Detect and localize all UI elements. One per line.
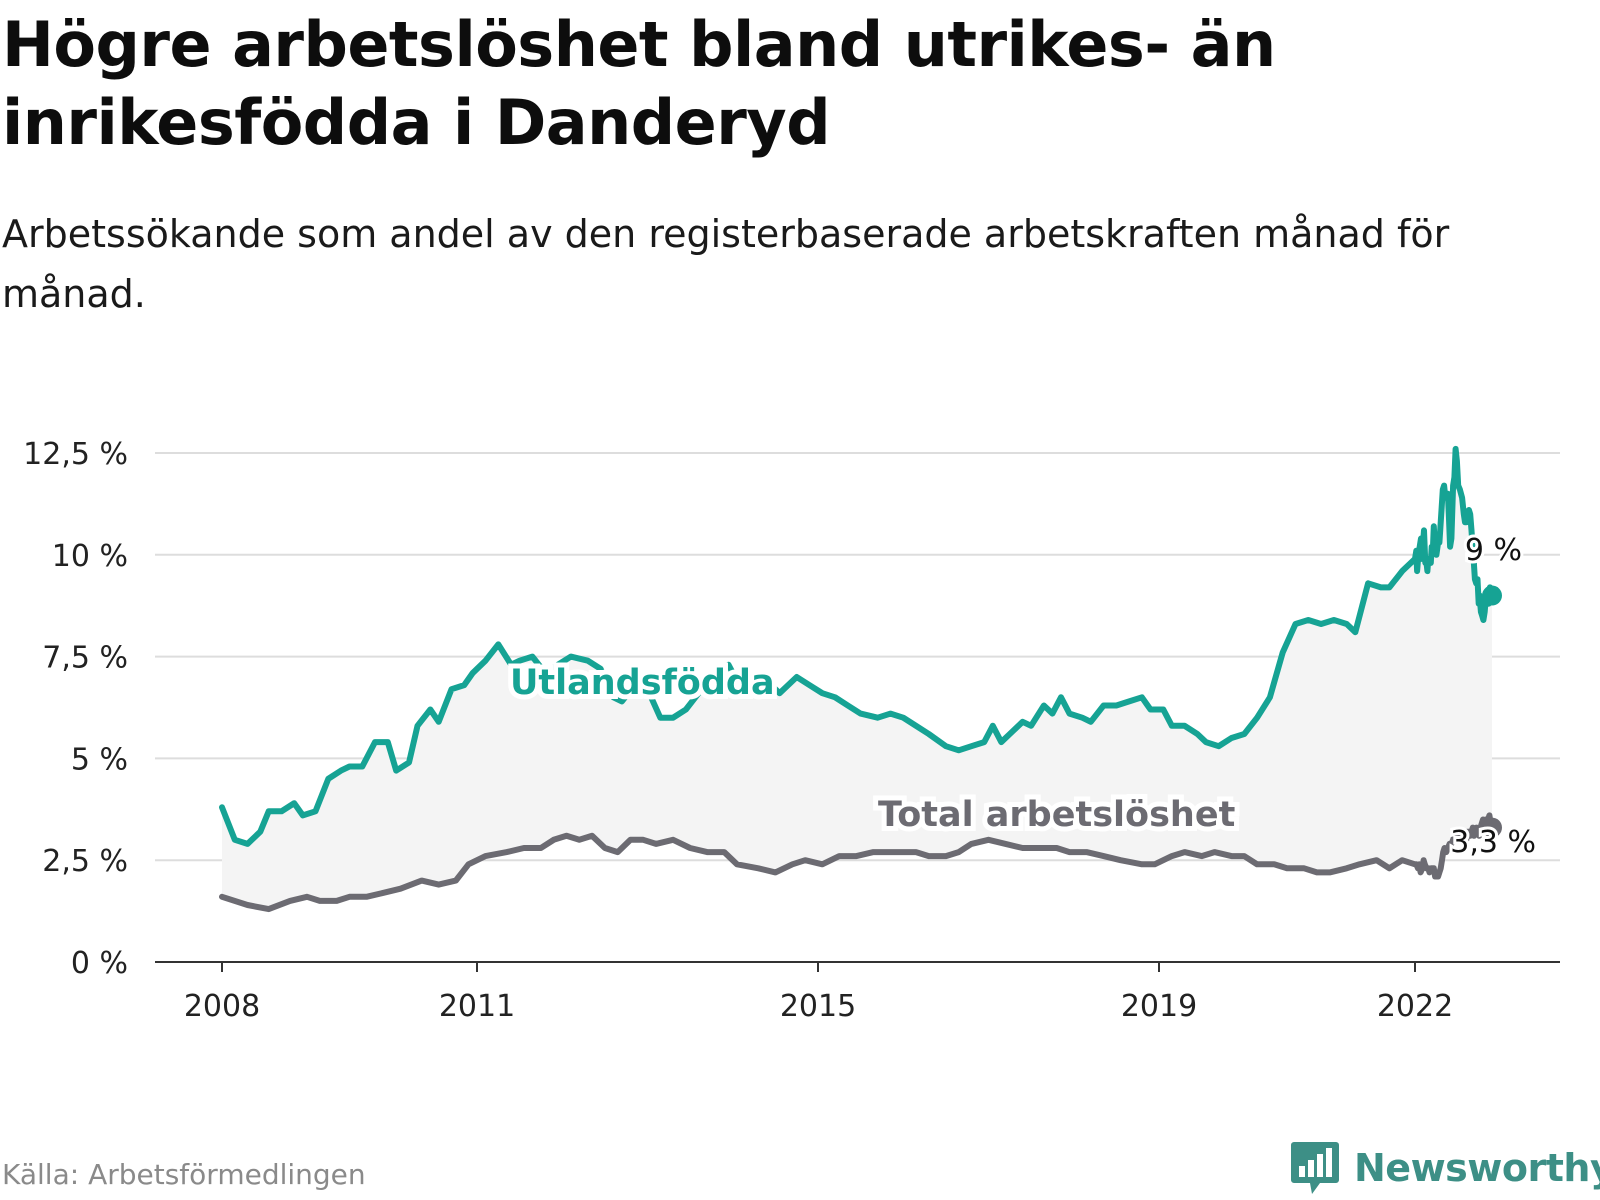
x-tick-label: 2011 [439,989,515,1024]
source-note: Källa: Arbetsförmedlingen [2,1158,366,1191]
utlandsfodda-line [219,445,1495,847]
y-axis-tick-labels: 0 % 2,5 % 5 % 7,5 % 10 % 12,5 % [23,437,128,981]
brand-name: Newsworthy [1354,1146,1600,1190]
y-tick-label: 2,5 % [42,844,128,879]
y-tick-label: 5 % [71,742,128,777]
y-tick-label: 12,5 % [23,437,128,472]
utlandsfodda-end-value-label: 9 % [1465,533,1522,568]
y-tick-label: 7,5 % [42,641,128,676]
total-arbetsloshet-end-value-label: 3,3 % [1450,825,1536,860]
chart-title: Högre arbetslöshet bland utrikes- än inr… [2,8,1276,159]
utlandsfodda-series-label: Utlandsfödda [510,663,775,703]
x-tick-label: 2015 [780,989,856,1024]
total-arbetsloshet-line [219,812,1495,913]
x-tick-label: 2022 [1377,989,1453,1024]
chart-subtitle: Arbetssökande som andel av den registerb… [2,212,1450,316]
newsworthy-logo-icon [1291,1142,1339,1194]
x-axis-ticks: 2008 2011 2015 2019 2022 [184,962,1453,1024]
y-tick-label: 0 % [71,946,128,981]
gap-area-fill [222,448,1492,910]
utlandsfodda-end-point [1482,585,1502,606]
x-tick-label: 2008 [184,989,260,1024]
x-tick-label: 2019 [1121,989,1197,1024]
line-chart: 0 %2,5 %5 %7,5 %10 %12,5 % 2008 2011 2015 2… [23,437,1560,1024]
total-arbetsloshet-series-label: Total arbetslöshet [878,795,1235,835]
total-arbetsloshet-end-point [1482,817,1502,838]
brand-logo: Newsworthy [1290,1140,1600,1196]
y-tick-label: 10 % [52,539,128,574]
